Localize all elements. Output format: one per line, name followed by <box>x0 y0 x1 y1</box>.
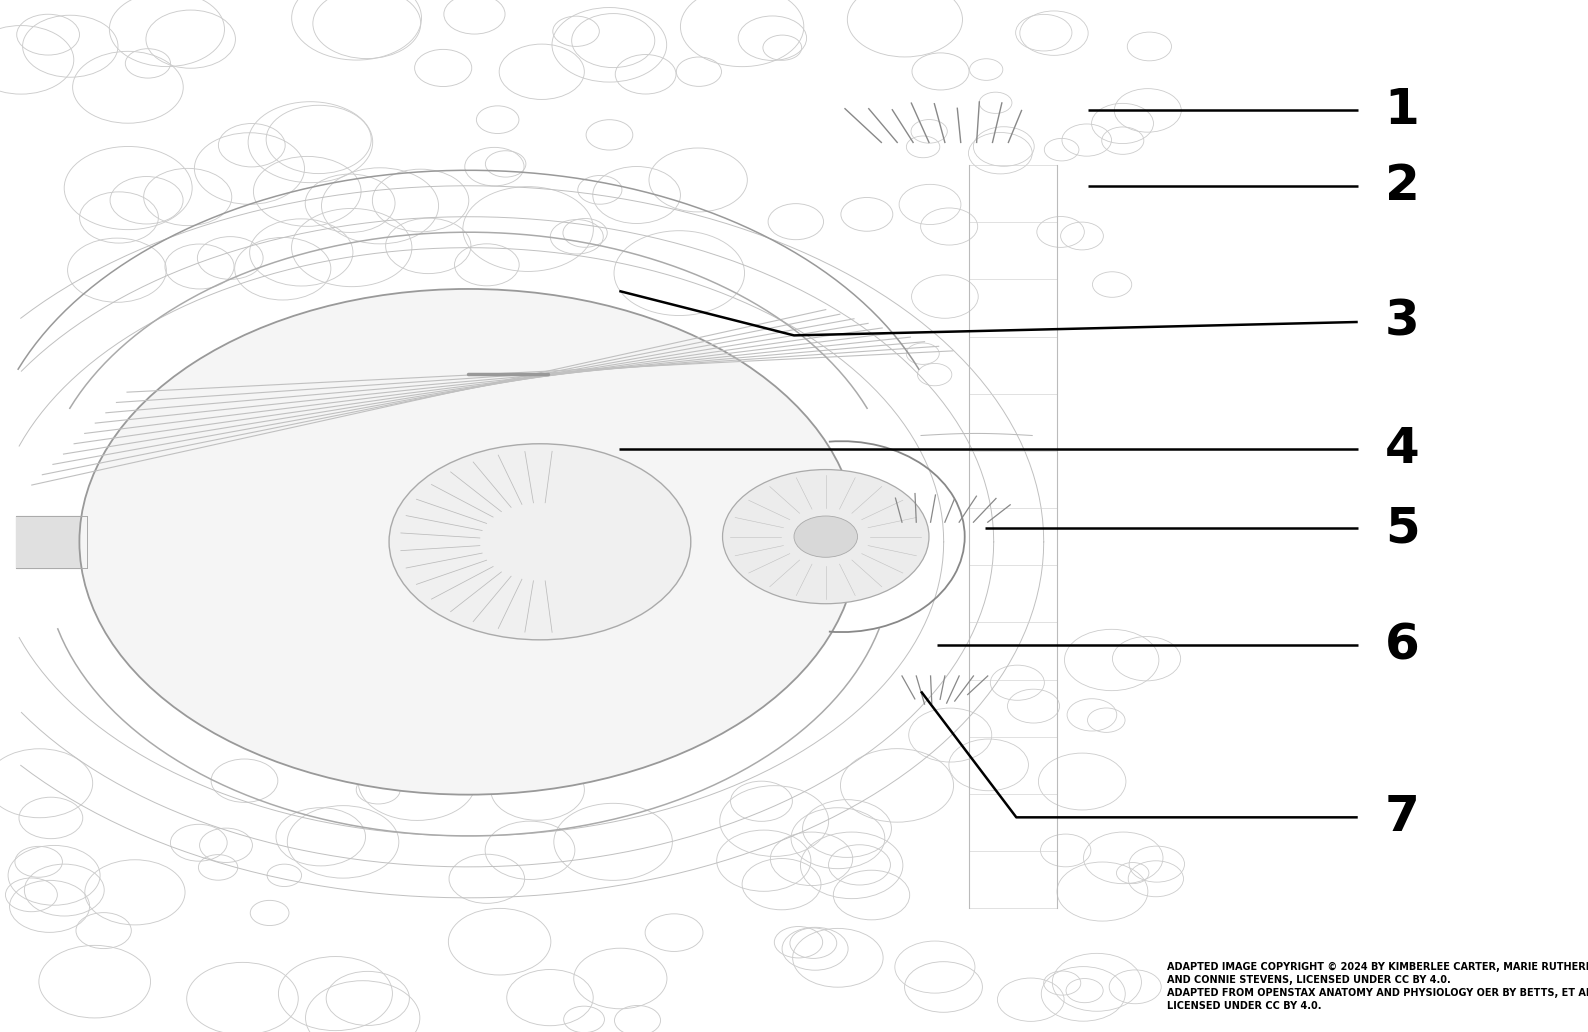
Circle shape <box>723 470 929 604</box>
Text: 5: 5 <box>1385 505 1420 552</box>
Text: ADAPTED IMAGE COPYRIGHT © 2024 BY KIMBERLEE CARTER, MARIE RUTHERFORD,
AND CONNIE: ADAPTED IMAGE COPYRIGHT © 2024 BY KIMBER… <box>1167 962 1588 1011</box>
Circle shape <box>794 516 858 557</box>
Text: 1: 1 <box>1385 87 1420 134</box>
Circle shape <box>79 289 858 795</box>
Text: 7: 7 <box>1385 794 1420 841</box>
Text: 6: 6 <box>1385 621 1420 669</box>
Text: 2: 2 <box>1385 162 1420 209</box>
Text: 4: 4 <box>1385 425 1420 473</box>
Text: 3: 3 <box>1385 298 1420 346</box>
Circle shape <box>389 444 691 640</box>
